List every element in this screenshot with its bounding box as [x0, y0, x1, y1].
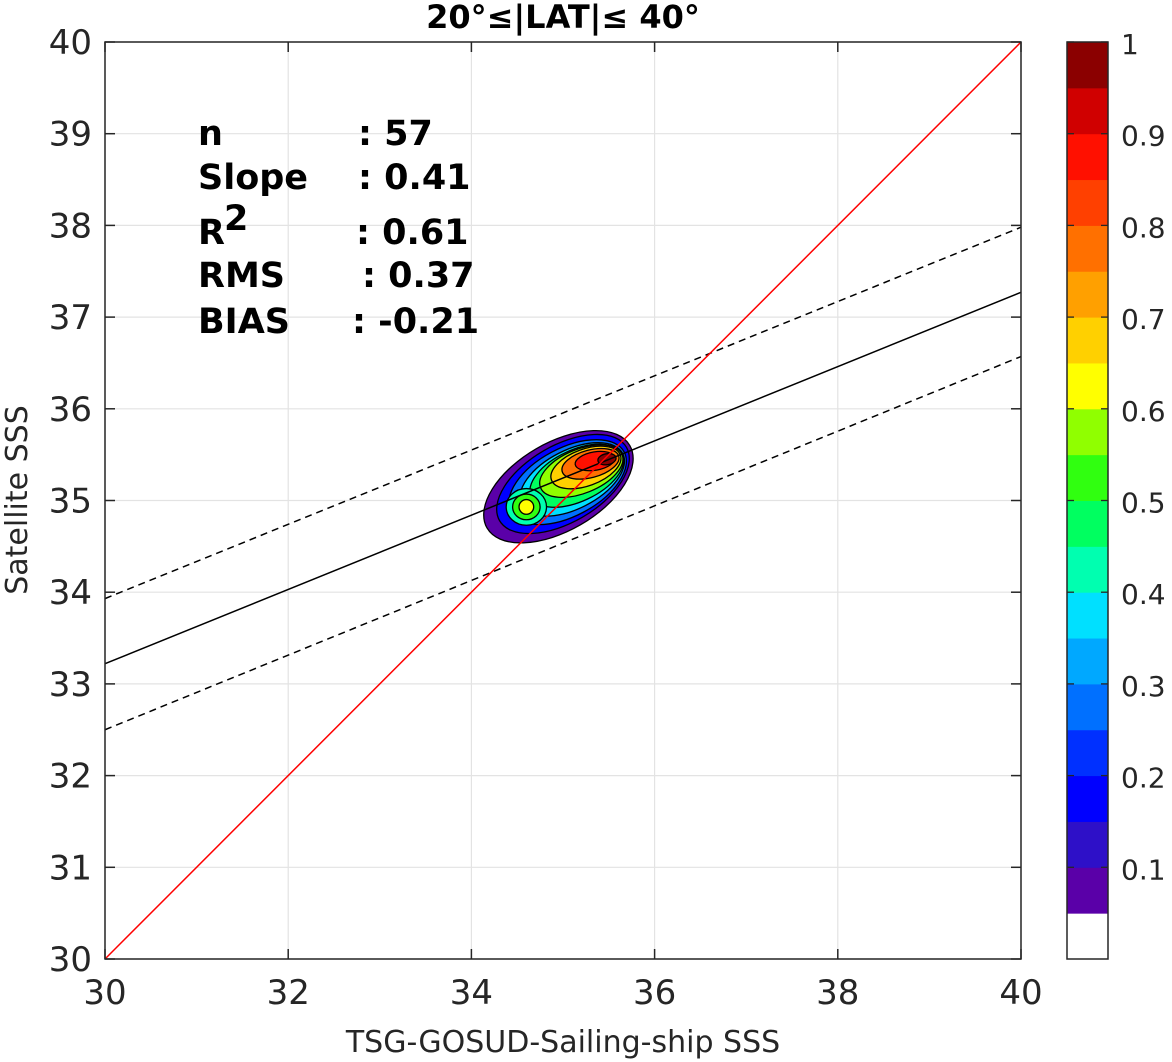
- x-tick-label: 30: [83, 973, 126, 1013]
- contour-secondary-peak: [518, 498, 535, 515]
- stat-value: : 0.41: [358, 158, 471, 198]
- colorbar-tick-label: 0.6: [1121, 395, 1166, 428]
- colorbar-segment: [1067, 546, 1108, 593]
- colorbar-segment: [1067, 913, 1108, 960]
- x-tick-label: 32: [267, 973, 310, 1013]
- y-tick-label: 39: [49, 115, 92, 155]
- colorbar-tick-label: 0.1: [1121, 853, 1166, 886]
- fit-line: [104, 291, 1022, 665]
- stat-label: n: [198, 114, 223, 154]
- stat-label: Slope: [198, 158, 308, 198]
- colorbar: 0.1 0.2 0.3 0.4 0.5 0.6 0.7 0.8 0.9 1: [1066, 28, 1166, 960]
- colorbar-segment: [1067, 225, 1108, 272]
- x-axis-label: TSG-GOSUD-Sailing-ship SSS: [345, 1025, 780, 1060]
- y-tick-label: 32: [49, 757, 92, 797]
- confidence-upper-line: [104, 226, 1022, 600]
- y-tick-label: 38: [49, 206, 92, 246]
- colorbar-segment: [1067, 683, 1108, 731]
- density-contours: [483, 429, 634, 544]
- colorbar-tick-label: 0.3: [1121, 670, 1166, 703]
- colorbar-segment: [1067, 408, 1108, 456]
- colorbar-segment: [1067, 638, 1108, 685]
- stat-value: : 0.37: [362, 256, 475, 296]
- confidence-lower-line: [104, 355, 1022, 731]
- stat-value: : 0.61: [356, 213, 469, 253]
- colorbar-tick-label: 1: [1121, 28, 1139, 61]
- y-tick-label: 30: [49, 940, 92, 980]
- stats-annotation: n : 57 Slope : 0.41 R 2 : 0.61 RMS : 0.37 BIAS : -…: [198, 114, 479, 342]
- colorbar-segment: [1067, 87, 1108, 135]
- colorbar-tick-label: 0.4: [1121, 578, 1166, 611]
- colorbar-segment: [1067, 42, 1108, 89]
- colorbar-segment: [1067, 500, 1108, 547]
- colorbar-segment: [1067, 729, 1108, 777]
- colorbar-segment: [1067, 775, 1108, 822]
- one-to-one-line: [104, 41, 1022, 960]
- y-tick-label: 33: [49, 665, 92, 705]
- y-tick-label: 31: [49, 848, 92, 888]
- axis-ticks: 30 32 34 36 38 40 30 31 32 33 34 35 36 37 38 39 40: [49, 23, 1043, 1013]
- stat-superscript: 2: [224, 199, 248, 239]
- colorbar-tick-label: 0.8: [1121, 211, 1166, 244]
- y-axis-label: Satellite SSS: [0, 405, 35, 595]
- x-tick-label: 40: [999, 973, 1042, 1013]
- colorbar-segment: [1067, 317, 1108, 364]
- y-tick-label: 40: [49, 23, 92, 63]
- colorbar-segment: [1067, 821, 1108, 868]
- y-tick-label: 36: [49, 390, 92, 430]
- colorbar-segment: [1067, 362, 1108, 410]
- colorbar-tick-label: 0.2: [1121, 762, 1166, 795]
- stat-value: : 57: [358, 114, 433, 154]
- y-tick-label: 34: [49, 573, 92, 613]
- colorbar-segment: [1067, 454, 1108, 501]
- colorbar-segment: [1067, 179, 1108, 226]
- regression-lines: [104, 41, 1022, 960]
- colorbar-tick-label: 0.5: [1121, 487, 1166, 520]
- colorbar-segment: [1067, 867, 1108, 914]
- colorbar-segment: [1067, 271, 1108, 318]
- x-tick-label: 38: [816, 973, 859, 1013]
- x-tick-label: 34: [450, 973, 493, 1013]
- stat-label: R: [198, 213, 225, 253]
- colorbar-segment: [1067, 133, 1108, 181]
- y-tick-label: 35: [49, 482, 92, 522]
- stat-value: : -0.21: [352, 302, 479, 342]
- stat-label: RMS: [198, 256, 285, 296]
- colorbar-tick-label: 0.9: [1121, 120, 1166, 153]
- chart-title: 20°≤|LAT|≤ 40°: [426, 0, 700, 37]
- x-tick-label: 36: [633, 973, 676, 1013]
- colorbar-segment: [1067, 592, 1108, 639]
- colorbar-tick-label: 0.7: [1121, 303, 1166, 336]
- stat-label: BIAS: [198, 302, 290, 342]
- y-tick-label: 37: [49, 298, 92, 338]
